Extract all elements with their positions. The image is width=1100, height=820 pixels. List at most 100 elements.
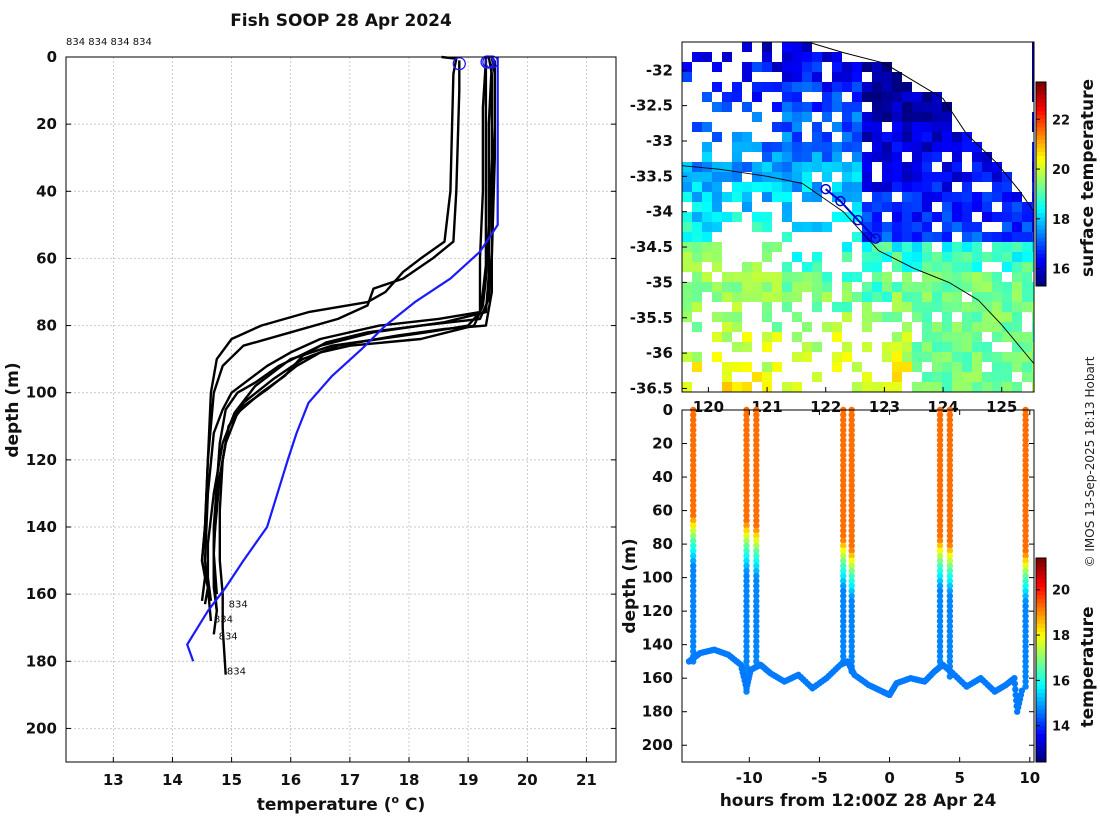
sst-cell [802, 192, 812, 202]
sst-cell [1002, 232, 1012, 242]
sst-cell [782, 122, 792, 132]
sst-cell [1022, 362, 1032, 372]
sst-cell [872, 282, 882, 292]
sst-cell [942, 122, 952, 132]
profile-line [200, 55, 458, 602]
sst-cell [952, 302, 962, 312]
sst-cell [832, 182, 842, 192]
sst-cell [902, 282, 912, 292]
cast-sample [946, 618, 954, 625]
colorbar-segment [1036, 98, 1046, 103]
cast-sample [1022, 582, 1029, 590]
cast-sample [848, 512, 855, 519]
sst-cell [922, 242, 932, 252]
cast-sample [840, 557, 847, 565]
sst-cell [912, 302, 922, 312]
colorbar-segment [1036, 147, 1046, 152]
sst-cell [822, 172, 832, 182]
cast-sample [848, 582, 855, 590]
sst-cell [802, 282, 812, 292]
sst-cell [912, 182, 922, 192]
cast-sample [840, 436, 847, 444]
colorbar-segment [1036, 212, 1046, 218]
sst-cell [722, 292, 732, 302]
sst-cell [822, 102, 832, 112]
sst-cell [962, 322, 972, 332]
track-point [820, 183, 831, 195]
cast-sample [743, 582, 750, 590]
sst-cell [762, 212, 772, 222]
y-tick-label: 40 [36, 182, 57, 200]
sst-cell [732, 192, 742, 202]
sst-cell [962, 282, 972, 292]
colorbar-segment [1036, 574, 1046, 579]
sst-cell [832, 362, 842, 372]
cast-sample [743, 497, 750, 504]
sst-cell [982, 282, 992, 292]
sst-cell [1032, 362, 1034, 372]
sst-cells [682, 42, 1034, 392]
sst-cell [682, 172, 692, 182]
sst-cell [762, 192, 772, 202]
cast-sample [936, 452, 944, 459]
cast-sample [848, 597, 855, 605]
sst-cell [802, 102, 812, 112]
cast-sample [936, 512, 944, 519]
cast-sample [690, 477, 697, 484]
sst-cell [972, 322, 982, 332]
colorbar-segment [1036, 151, 1046, 156]
sst-cell [762, 172, 772, 182]
sst-cell [792, 382, 802, 392]
y-tick-label: 0 [47, 48, 57, 66]
cast-sample [840, 522, 847, 529]
sst-cell [982, 312, 992, 322]
cast-sample [840, 628, 847, 635]
cast-sample [743, 452, 750, 459]
sst-cell [862, 212, 872, 222]
map-x-tick-label: 123 [869, 398, 900, 416]
sst-cell [702, 222, 712, 232]
sst-cell [952, 352, 962, 362]
cast-sample [743, 527, 750, 534]
cast-sample [743, 426, 750, 434]
sst-cell [862, 132, 872, 142]
sst-cell [942, 342, 952, 352]
cast-sample [848, 648, 855, 655]
cast-sample [690, 628, 697, 635]
section-y-tick-label: 140 [642, 636, 673, 654]
profile-line [206, 60, 488, 602]
cast-sample [946, 522, 954, 529]
sst-cell [902, 192, 912, 202]
sst-cell [972, 382, 982, 392]
cast-sample [743, 592, 750, 600]
cast-sample [946, 411, 954, 419]
sst-cell [932, 382, 942, 392]
cast-sample [753, 436, 760, 444]
surface-marker [485, 55, 499, 69]
sst-cell [742, 282, 752, 292]
cast-sample [743, 587, 750, 595]
sst-cell [782, 82, 792, 92]
sst-cell [772, 332, 782, 342]
sst-cell [1032, 342, 1034, 352]
cast-sample [753, 431, 760, 439]
colorbar-segment [1036, 558, 1046, 563]
sst-cell [732, 322, 742, 332]
sst-cell [772, 172, 782, 182]
sst-cell [692, 222, 702, 232]
sst-cell [792, 292, 802, 302]
cast-sample [1022, 502, 1029, 509]
sst-cell [992, 372, 1002, 382]
cast-sample [1022, 467, 1029, 474]
cast-sample [753, 557, 760, 565]
sst-cell [1032, 312, 1034, 322]
cast-sample [753, 597, 760, 605]
cast-sample [840, 426, 847, 434]
sst-cell [992, 162, 1002, 172]
sst-cell [1022, 272, 1032, 282]
cast-sample [840, 411, 847, 419]
colorbar-segment [1036, 598, 1046, 604]
cast-sample [840, 547, 847, 554]
sst-cell [822, 112, 832, 122]
colorbar-segment [1036, 647, 1046, 653]
